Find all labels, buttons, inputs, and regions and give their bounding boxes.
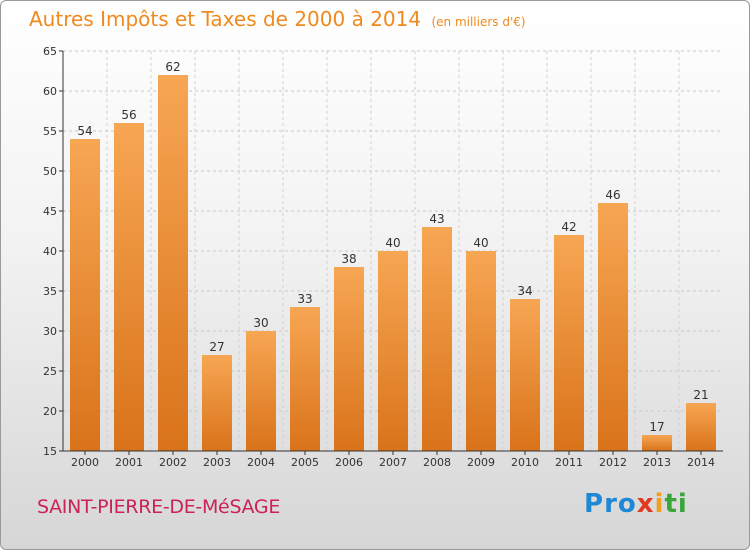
bar-value-label: 38 bbox=[341, 252, 356, 266]
y-tick-label: 25 bbox=[43, 365, 57, 378]
x-tick-label: 2006 bbox=[335, 456, 363, 469]
bar-value-label: 54 bbox=[77, 124, 92, 138]
chart-unit: (en milliers d'€) bbox=[431, 15, 526, 29]
y-tick-label: 50 bbox=[43, 165, 57, 178]
y-tick-label: 65 bbox=[43, 45, 57, 58]
logo-letter: P bbox=[584, 489, 605, 519]
bar bbox=[202, 355, 232, 451]
axes bbox=[59, 50, 723, 455]
bar-value-label: 40 bbox=[473, 236, 488, 250]
bar bbox=[510, 299, 540, 451]
y-tick-label: 30 bbox=[43, 325, 57, 338]
logo-letter: x bbox=[636, 489, 655, 519]
bar-value-label: 34 bbox=[517, 284, 532, 298]
y-tick-label: 45 bbox=[43, 205, 57, 218]
bar-value-label: 27 bbox=[209, 340, 224, 354]
x-tick-label: 2005 bbox=[291, 456, 319, 469]
labels: 15 20 25 30 35 40 45 50 55 60 65 54 2000 56 2001 62 2002… bbox=[43, 45, 715, 469]
x-tick-label: 2001 bbox=[115, 456, 143, 469]
bar-value-label: 46 bbox=[605, 188, 620, 202]
bar bbox=[158, 75, 188, 451]
x-tick-label: 2003 bbox=[203, 456, 231, 469]
x-tick-label: 2004 bbox=[247, 456, 275, 469]
x-tick-label: 2013 bbox=[643, 456, 671, 469]
logo-letter: i bbox=[654, 489, 665, 519]
y-tick-label: 15 bbox=[43, 445, 57, 458]
bar bbox=[598, 203, 628, 451]
x-tick-label: 2007 bbox=[379, 456, 407, 469]
bar bbox=[642, 435, 672, 451]
x-tick-label: 2010 bbox=[511, 456, 539, 469]
x-tick-label: 2008 bbox=[423, 456, 451, 469]
y-tick-label: 40 bbox=[43, 245, 57, 258]
commune-name: SAINT-PIERRE-DE-MéSAGE bbox=[37, 496, 281, 518]
bar-value-label: 30 bbox=[253, 316, 268, 330]
proxiti-logo: Proxiti bbox=[584, 489, 688, 519]
logo-letter: r bbox=[604, 489, 618, 519]
bar-value-label: 43 bbox=[429, 212, 444, 226]
bar bbox=[554, 235, 584, 451]
chart-title-text: Autres Impôts et Taxes de 2000 à 2014 bbox=[29, 7, 422, 31]
x-tick-label: 2014 bbox=[687, 456, 715, 469]
x-tick-label: 2000 bbox=[71, 456, 99, 469]
bar-value-label: 17 bbox=[649, 420, 664, 434]
x-tick-label: 2012 bbox=[599, 456, 627, 469]
y-tick-label: 35 bbox=[43, 285, 57, 298]
bar-value-label: 62 bbox=[165, 60, 180, 74]
y-tick-label: 60 bbox=[43, 85, 57, 98]
bar bbox=[422, 227, 452, 451]
logo-letter: o bbox=[617, 489, 637, 519]
bar bbox=[114, 123, 144, 451]
y-tick-label: 55 bbox=[43, 125, 57, 138]
bar-value-label: 42 bbox=[561, 220, 576, 234]
bar-value-label: 56 bbox=[121, 108, 136, 122]
bars bbox=[70, 75, 716, 451]
bar bbox=[686, 403, 716, 451]
bar bbox=[378, 251, 408, 451]
bar bbox=[70, 139, 100, 451]
bar-value-label: 40 bbox=[385, 236, 400, 250]
bar bbox=[290, 307, 320, 451]
bar bbox=[466, 251, 496, 451]
bar bbox=[334, 267, 364, 451]
logo-letter: t bbox=[664, 489, 678, 519]
bar-value-label: 33 bbox=[297, 292, 312, 306]
bar-value-label: 21 bbox=[693, 388, 708, 402]
x-tick-label: 2009 bbox=[467, 456, 495, 469]
chart-title: Autres Impôts et Taxes de 2000 à 2014 (e… bbox=[29, 7, 526, 31]
logo-letter: i bbox=[677, 489, 688, 519]
y-tick-label: 20 bbox=[43, 405, 57, 418]
x-tick-label: 2011 bbox=[555, 456, 583, 469]
bar bbox=[246, 331, 276, 451]
x-tick-label: 2002 bbox=[159, 456, 187, 469]
